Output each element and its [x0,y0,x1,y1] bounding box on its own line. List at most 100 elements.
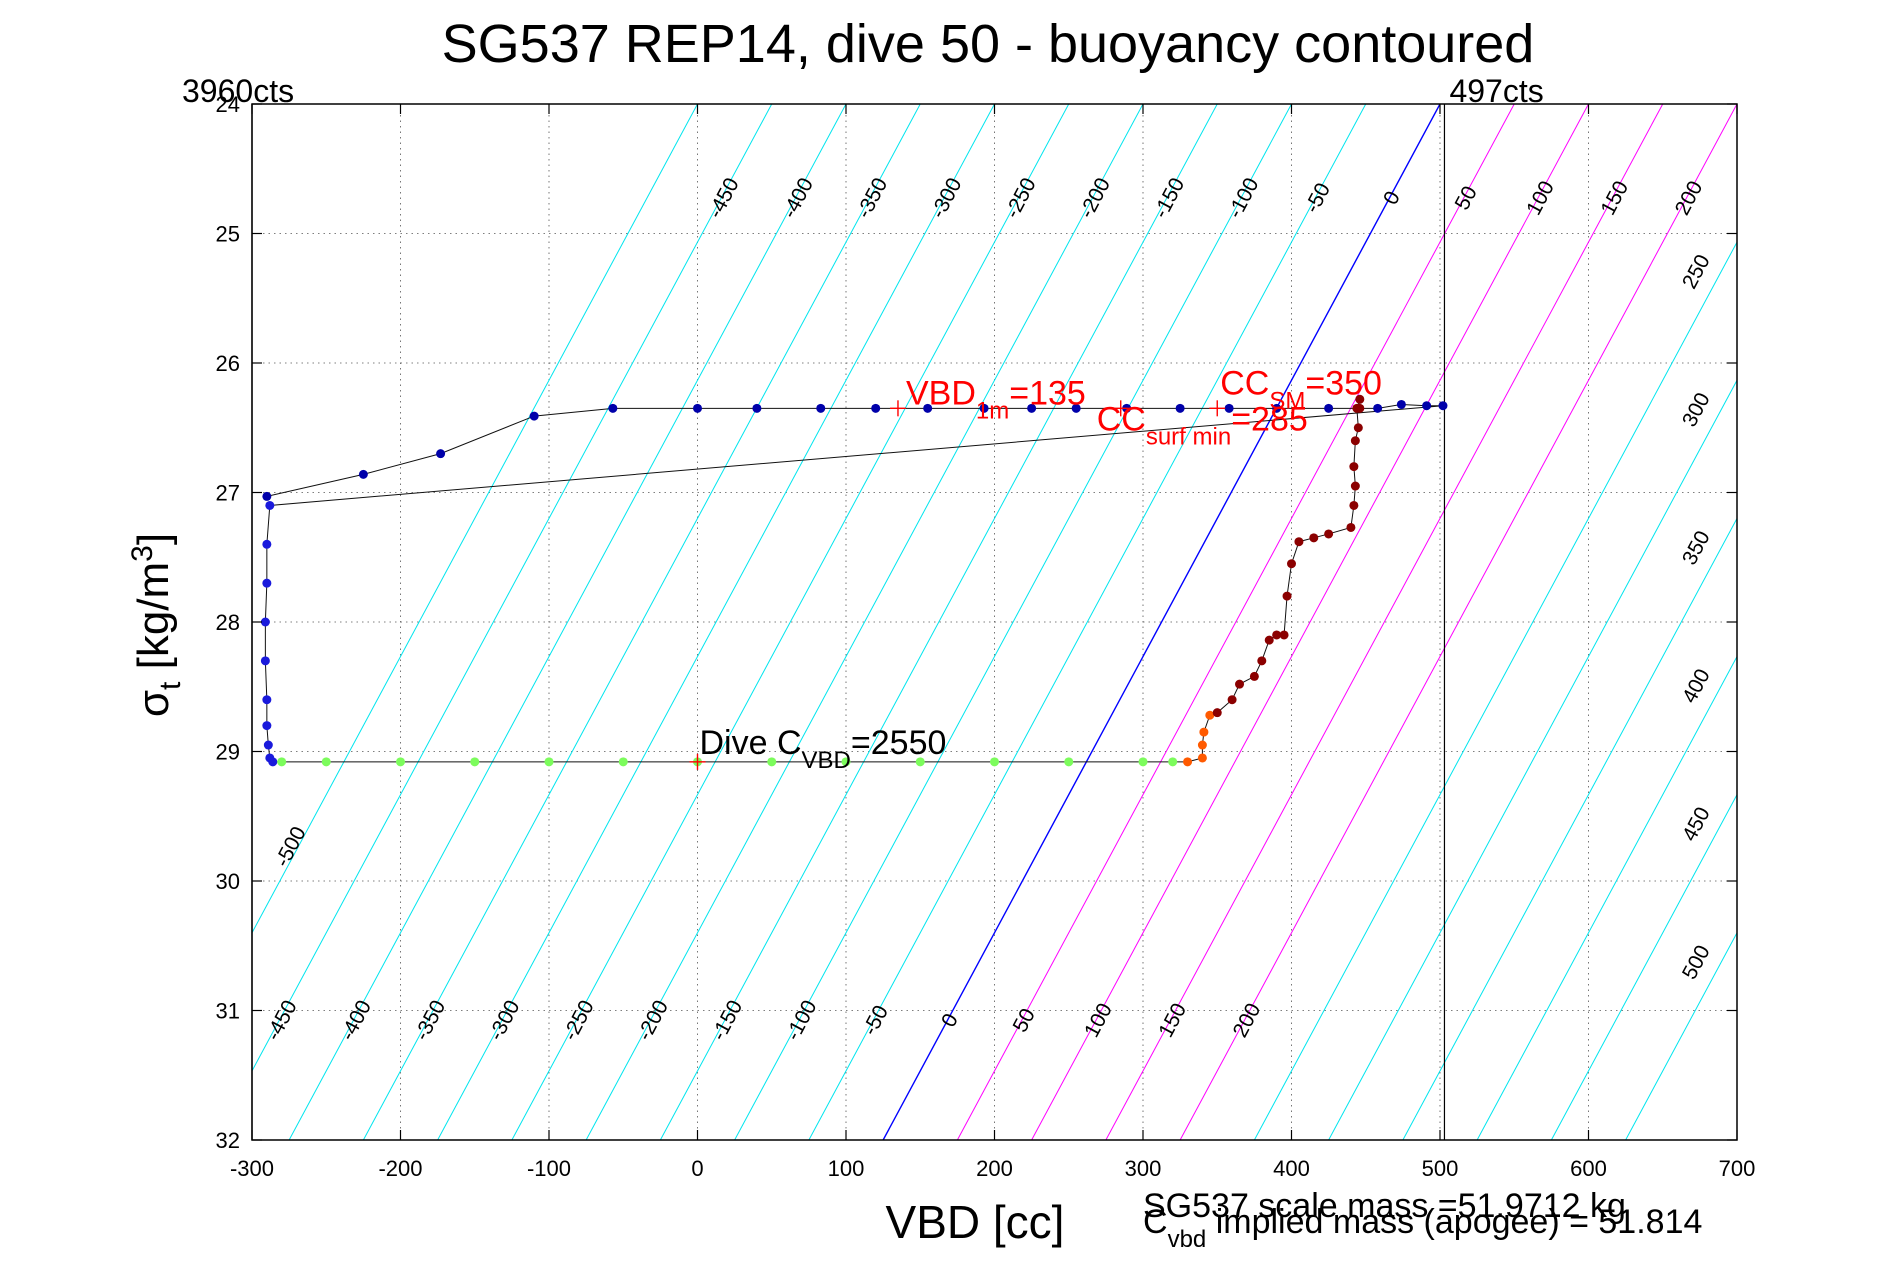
data-point [618,757,628,767]
data-point [1027,403,1037,413]
y-tick-label: 26 [216,351,240,376]
data-point [262,491,272,501]
y-tick-label: 29 [216,740,240,765]
implied-mass-note: Cvbd implied mass (apogee) = 51.814 [1143,1203,1702,1253]
data-point [262,721,272,731]
contour-line [1625,931,1737,1140]
data-point [693,403,702,413]
x-tick-label: 200 [976,1156,1013,1181]
chart-title: SG537 REP14, dive 50 - buoyancy contoure… [442,14,1535,74]
data-point [544,757,554,767]
data-point [1071,403,1081,413]
data-point [767,757,777,767]
y-tick-label: 28 [216,610,240,635]
data-point [260,617,270,627]
contour-line [511,104,1070,1140]
data-point [1183,757,1193,767]
x-tick-label: 0 [691,1156,703,1181]
data-point [1350,481,1360,491]
contour-line [1328,379,1737,1140]
data-point [262,695,272,705]
data-point [1373,403,1383,413]
data-point [265,500,275,510]
contour-line [585,104,1144,1140]
data-point [268,757,278,767]
contour-line [362,104,921,1140]
data-point [1355,394,1365,404]
data-point [529,411,539,421]
y-tick-label: 27 [216,481,240,506]
data-point [1197,753,1207,763]
contour-line [734,104,1292,1140]
data-point [260,656,270,666]
data-point [1279,630,1289,640]
y-tick-label: 24 [216,92,240,117]
data-point [1224,403,1234,413]
data-point [1205,710,1215,720]
contour-line [1253,241,1737,1140]
data-point [1309,533,1319,543]
count-label: 497cts [1449,73,1543,109]
data-point [1350,436,1360,446]
reference-lines: 3960cts 497cts [182,73,1544,1140]
data-point [1349,500,1359,510]
scale-mass-note: SG537 scale mass =51.9712 kg [1143,1187,1626,1225]
contour-line [252,104,773,1072]
contour-line [1402,517,1737,1140]
count-label: 3960cts [182,73,294,109]
data-point [752,403,762,413]
data-point [396,757,405,767]
data-point [1272,630,1282,640]
data-point [1324,529,1334,539]
contour-line [1179,104,1737,1140]
contour-line [1550,793,1737,1140]
data-point [816,403,826,413]
y-tick-label: 25 [216,222,240,247]
x-tick-label: 500 [1422,1156,1459,1181]
contour-line [252,104,698,934]
y-axis-ticks: 24 25 26 27 28 29 30 31 32 [216,92,1737,1153]
data-point [1396,399,1406,409]
data-point [1264,635,1274,645]
x-axis-label: VBD [cc] [886,1196,1065,1248]
data-point [1175,403,1185,413]
data-point [979,403,989,413]
data-series [260,394,1448,767]
data-point [1257,656,1267,666]
data-point [1199,727,1209,737]
x-tick-label: 700 [1719,1156,1756,1181]
data-point [1282,591,1292,601]
contour-line [956,104,1515,1140]
data-point [1294,537,1304,547]
data-point [1249,671,1259,681]
data-point [1235,679,1245,689]
markers [689,400,1226,770]
x-tick-label: -100 [527,1156,571,1181]
y-tick-label: 30 [216,869,240,894]
x-tick-label: 600 [1570,1156,1607,1181]
annotation: VBD1m=135 [906,374,1086,424]
contour-line [882,104,1441,1140]
annotation: Dive CVBD=2550 [700,724,947,774]
data-point [923,403,933,413]
buoyancy-contours [252,104,1737,1140]
data-point [871,403,881,413]
data-point [1212,708,1222,718]
data-point [470,757,480,767]
data-point [358,469,368,479]
data-point [1168,757,1178,767]
data-point [1138,757,1148,767]
data-point [915,757,925,767]
data-point [262,578,272,588]
data-point [1272,403,1282,413]
x-tick-label: 300 [1125,1156,1162,1181]
data-point [1353,423,1363,433]
y-tick-label: 31 [216,999,240,1024]
data-point [1064,757,1074,767]
data-point [1346,522,1356,532]
data-point [1324,403,1334,413]
data-point [841,757,851,767]
x-tick-label: 100 [828,1156,865,1181]
